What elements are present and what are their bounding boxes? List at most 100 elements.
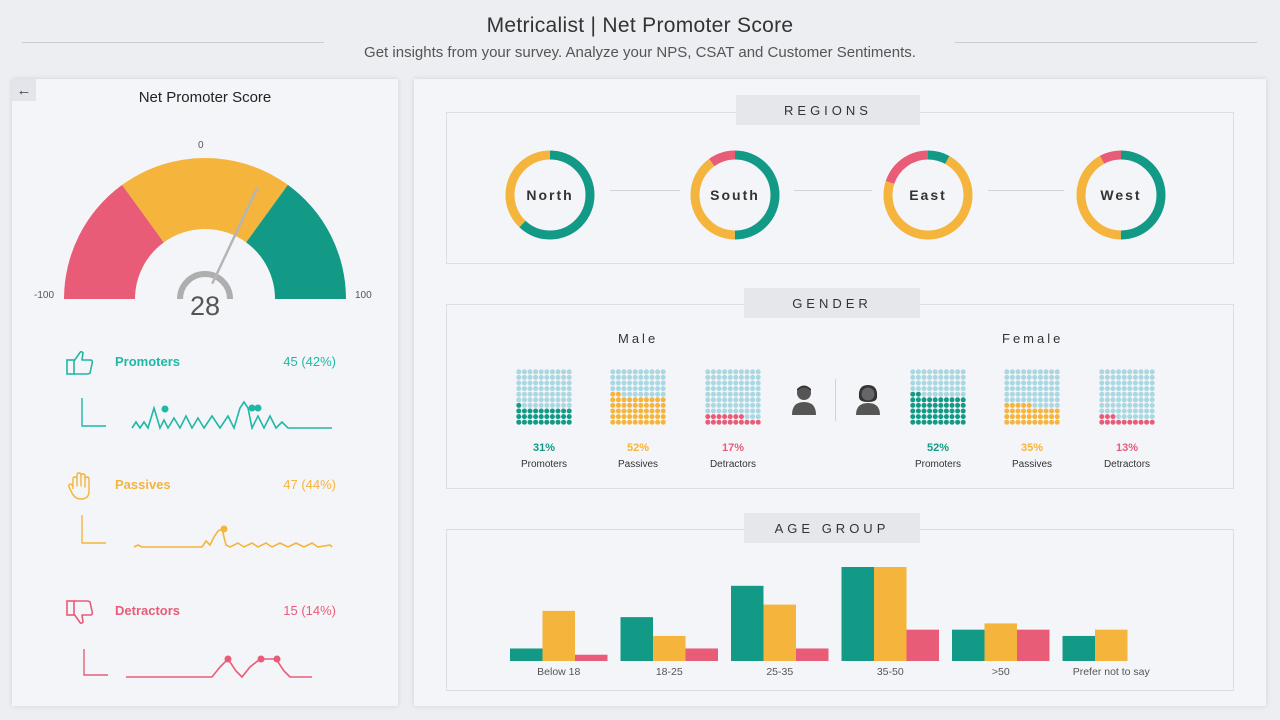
waffle-dot — [705, 397, 711, 403]
waffle-dot — [521, 402, 527, 408]
waffle-dot — [1110, 414, 1116, 420]
waffle-dot — [1026, 419, 1032, 425]
waffle-dot — [1026, 408, 1032, 414]
waffle-dot — [1021, 374, 1027, 380]
waffle-dot — [960, 380, 966, 386]
waffle-dot — [660, 391, 666, 397]
waffle-dot — [555, 369, 561, 375]
waffle-dot — [566, 374, 572, 380]
x-tick-label: Prefer not to say — [1073, 666, 1151, 678]
waffle-dot — [705, 419, 711, 425]
regions-tag: REGIONS — [736, 95, 920, 125]
region-donut-east[interactable]: East — [882, 149, 974, 241]
waffle-dot — [1015, 408, 1021, 414]
waffle-dot — [649, 408, 655, 414]
donut-segment-detractor — [690, 150, 780, 240]
waffle-dot — [1032, 380, 1038, 386]
gender-tag: GENDER — [744, 288, 920, 318]
waffle-dot — [1099, 386, 1105, 392]
waffle-dot — [744, 419, 750, 425]
waffle-dot — [910, 386, 916, 392]
bar-promoter-5[interactable] — [1062, 635, 1096, 661]
waffle-dot — [615, 408, 621, 414]
bar-promoter-4[interactable] — [952, 629, 985, 661]
waffle-dot — [927, 374, 933, 380]
thumbs-up-icon — [66, 350, 94, 375]
waffle-dot — [921, 391, 927, 397]
waffle-dot — [949, 374, 955, 380]
bar-detractor-2[interactable] — [796, 648, 829, 661]
bar-promoter-1[interactable] — [620, 617, 654, 661]
region-donut-south[interactable]: South — [689, 149, 781, 241]
waffle-dot — [1054, 408, 1060, 414]
waffle-dot — [643, 402, 649, 408]
waffle-dot — [738, 408, 744, 414]
waffle-dot — [705, 408, 711, 414]
waffle-dot — [1037, 397, 1043, 403]
bar-passive-5[interactable] — [1095, 629, 1128, 661]
waffle-dot — [921, 419, 927, 425]
bar-detractor-1[interactable] — [685, 648, 719, 661]
waffle-dot — [643, 397, 649, 403]
arrow-left-icon: ← — [16, 81, 32, 99]
waffle-dot — [921, 397, 927, 403]
bar-detractor-0[interactable] — [575, 654, 608, 661]
bar-passive-3[interactable] — [874, 567, 907, 661]
waffle-dot — [722, 391, 728, 397]
waffle-dot — [910, 414, 916, 420]
waffle-dot — [527, 408, 533, 414]
region-label: West — [1100, 187, 1142, 203]
waffle-dot — [527, 369, 533, 375]
waffle-dot — [932, 391, 938, 397]
donut-ring — [883, 150, 973, 240]
bar-promoter-2[interactable] — [731, 585, 764, 661]
waffle-dot — [1127, 402, 1133, 408]
waffle-dot — [533, 386, 539, 392]
waffle-dot — [1127, 380, 1133, 386]
waffle-dot — [1021, 386, 1027, 392]
waffle-dot — [716, 374, 722, 380]
waffle-dot — [1121, 380, 1127, 386]
waffle-dot — [938, 391, 944, 397]
x-tick-label: 35-50 — [877, 666, 904, 678]
waffle-dot — [1037, 386, 1043, 392]
waffle-dot — [1026, 414, 1032, 420]
waffle-dot — [621, 419, 627, 425]
male-detractors-pct: 17% — [721, 442, 745, 454]
bar-promoter-3[interactable] — [841, 567, 875, 661]
waffle-dot — [755, 402, 761, 408]
waffle-dot — [555, 391, 561, 397]
waffle-dot — [1099, 369, 1105, 375]
waffle-dot — [627, 369, 633, 375]
waffle-dot — [516, 397, 522, 403]
male-detractors-label: Detractors — [709, 459, 757, 470]
waffle-dot — [1127, 391, 1133, 397]
bar-detractor-4[interactable] — [1017, 629, 1050, 661]
waffle-dot — [1132, 386, 1138, 392]
waffle-dot — [1026, 374, 1032, 380]
bar-passive-1[interactable] — [653, 635, 686, 661]
waffle-dot — [943, 391, 949, 397]
waffle-dot — [1104, 386, 1110, 392]
waffle-dot — [533, 380, 539, 386]
bar-promoter-0[interactable] — [510, 648, 543, 661]
bar-detractor-3[interactable] — [906, 629, 940, 661]
bar-passive-4[interactable] — [984, 623, 1018, 661]
nps-gauge — [64, 158, 346, 300]
waffle-dot — [527, 391, 533, 397]
back-button[interactable]: ← — [12, 79, 36, 101]
region-donut-north[interactable]: North — [504, 149, 596, 241]
waffle-dot — [932, 408, 938, 414]
waffle-dot — [610, 402, 616, 408]
waffle-dot — [615, 386, 621, 392]
male-promoters-label: Promoters — [520, 459, 568, 470]
waffle-dot — [1021, 397, 1027, 403]
region-donut-west[interactable]: West — [1075, 149, 1167, 241]
waffle-dot — [733, 374, 739, 380]
bar-passive-0[interactable] — [542, 610, 576, 661]
bar-passive-2[interactable] — [763, 604, 797, 661]
waffle-dot — [615, 380, 621, 386]
waffle-dot — [549, 419, 555, 425]
waffle-dot — [1004, 374, 1010, 380]
waffle-dot — [1009, 386, 1015, 392]
